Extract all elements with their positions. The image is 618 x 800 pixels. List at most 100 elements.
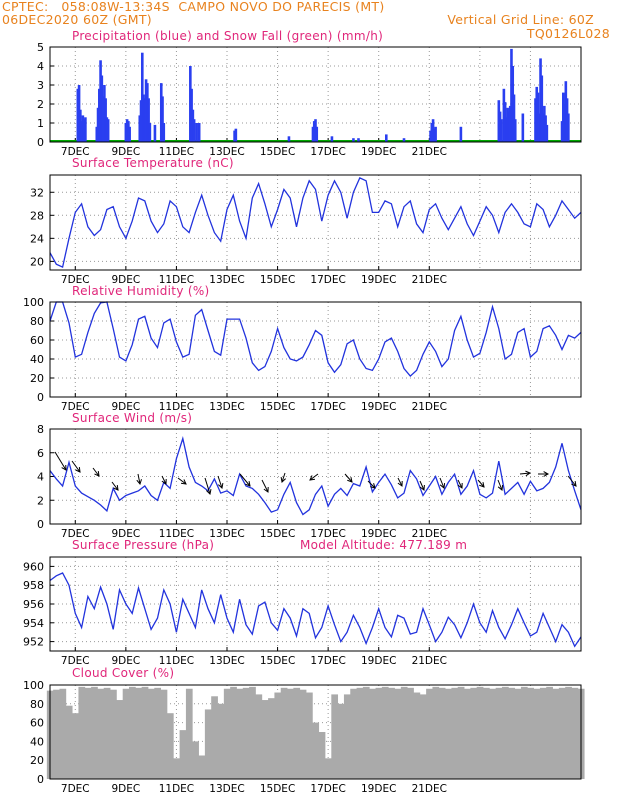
y-tick-label: 2 bbox=[37, 494, 44, 507]
precip-bar bbox=[153, 124, 157, 142]
cloud-cover-bar bbox=[483, 687, 490, 779]
cloud-cover-bar bbox=[217, 703, 225, 779]
cloud-cover-bar bbox=[84, 687, 92, 779]
x-tick-label: 21DEC bbox=[412, 401, 447, 413]
y-tick-label: 4 bbox=[37, 60, 44, 73]
y-tick-label: 80 bbox=[30, 315, 44, 328]
precip-bar bbox=[162, 123, 166, 142]
panel-title-wind: Surface Wind (m/s) bbox=[72, 411, 193, 425]
x-tick-label: 9DEC bbox=[111, 783, 140, 795]
precip-bar bbox=[192, 119, 196, 142]
plot-frame bbox=[49, 174, 582, 271]
y-tick-label: 952 bbox=[23, 636, 44, 649]
wind-arrow bbox=[281, 472, 286, 483]
x-tick-label: 21DEC bbox=[412, 274, 447, 286]
cloud-cover-bar bbox=[223, 688, 231, 779]
cloud-cover-bar bbox=[495, 687, 503, 779]
cloud-cover-bar bbox=[318, 732, 326, 779]
x-tick-label: 17DEC bbox=[310, 528, 345, 540]
wind-arrow bbox=[439, 477, 445, 489]
x-tick-label: 11DEC bbox=[159, 274, 194, 286]
precip-bar bbox=[357, 138, 360, 142]
x-tick-label: 21DEC bbox=[412, 146, 447, 158]
cloud-cover-bar bbox=[476, 686, 484, 779]
x-tick-label: 19DEC bbox=[361, 783, 396, 795]
x-tick-label: 11DEC bbox=[159, 401, 194, 413]
x-tick-label: 17DEC bbox=[310, 783, 345, 795]
x-tick-label: 15DEC bbox=[260, 655, 295, 667]
cloud-cover-bar bbox=[129, 686, 136, 779]
wind-arrow bbox=[367, 480, 376, 489]
y-tick-label: 60 bbox=[30, 334, 44, 347]
wind-arrow bbox=[54, 451, 67, 471]
cloud-cover-bar bbox=[249, 686, 256, 779]
precip-bar bbox=[352, 138, 355, 142]
x-tick-label: 7DEC bbox=[61, 655, 90, 667]
plot-frame bbox=[49, 301, 582, 398]
cloud-cover-bar bbox=[331, 694, 339, 779]
wind-arrow-head bbox=[263, 486, 269, 493]
vertical-grid-note: Vertical Grid Line: 60Z bbox=[447, 12, 594, 27]
cloud-cover-bar bbox=[426, 688, 433, 779]
cloud-cover-bar bbox=[53, 689, 60, 779]
x-tick-label: 13DEC bbox=[209, 401, 244, 413]
precip-bar bbox=[106, 119, 110, 142]
y-tick-label: 0 bbox=[37, 773, 44, 786]
precip-bar bbox=[512, 94, 516, 142]
cloud-cover-bar bbox=[508, 687, 516, 779]
wind-arrow bbox=[397, 477, 403, 487]
panel-title-cloud: Cloud Cover (%) bbox=[72, 666, 175, 680]
x-tick-label: 19DEC bbox=[361, 146, 396, 158]
x-tick-label: 11DEC bbox=[159, 146, 194, 158]
cloud-cover-bar bbox=[337, 703, 345, 779]
y-tick-label: 960 bbox=[23, 560, 44, 573]
cloud-cover-bar bbox=[381, 686, 389, 779]
plot-frame bbox=[49, 684, 582, 780]
x-tick-label: 9DEC bbox=[111, 655, 140, 667]
x-tick-label: 17DEC bbox=[310, 146, 345, 158]
x-tick-label: 19DEC bbox=[361, 528, 396, 540]
x-tick-label: 9DEC bbox=[111, 528, 140, 540]
cloud-cover-bar bbox=[160, 689, 168, 779]
wind-arrow-head bbox=[571, 480, 577, 487]
y-tick-label: 958 bbox=[23, 579, 44, 592]
precip-bar bbox=[128, 126, 131, 142]
wind-arrow-head bbox=[280, 476, 287, 483]
x-tick-label: 21DEC bbox=[412, 528, 447, 540]
x-tick-label: 13DEC bbox=[209, 655, 244, 667]
plot-frame bbox=[49, 46, 582, 143]
precip-bar bbox=[234, 128, 238, 142]
cloud-cover-bar bbox=[116, 700, 124, 779]
wind-arrow bbox=[137, 473, 141, 485]
x-tick-label: 7DEC bbox=[61, 274, 90, 286]
precip-bar bbox=[500, 119, 503, 142]
precip-bar bbox=[402, 138, 406, 142]
y-tick-label: 32 bbox=[30, 186, 44, 199]
y-tick-label: 0 bbox=[37, 518, 44, 531]
x-tick-label: 13DEC bbox=[209, 528, 244, 540]
x-tick-label: 21DEC bbox=[412, 783, 447, 795]
x-tick-label: 19DEC bbox=[361, 655, 396, 667]
cloud-cover-bar bbox=[154, 687, 162, 779]
cloud-cover-bar bbox=[464, 688, 471, 779]
wind-arrow-head bbox=[370, 483, 376, 489]
cloud-cover-bar bbox=[527, 687, 534, 779]
cloud-cover-bar bbox=[192, 741, 199, 779]
panel-title-precip: Precipitation (blue) and Snow Fall (gree… bbox=[72, 29, 384, 43]
precip-bar bbox=[434, 126, 437, 142]
y-tick-label: 24 bbox=[30, 232, 44, 245]
cloud-cover-bar bbox=[97, 688, 105, 779]
plot-frame bbox=[49, 556, 582, 652]
cloud-cover-bar bbox=[230, 686, 237, 779]
run-code: TQ0126L028 bbox=[526, 26, 610, 41]
y-tick-label: 40 bbox=[30, 353, 44, 366]
wind-arrow-head bbox=[113, 484, 119, 491]
wind-arrow bbox=[71, 460, 81, 473]
cloud-cover-bar bbox=[501, 686, 509, 779]
y-tick-label: 100 bbox=[23, 679, 44, 692]
cloud-cover-bar bbox=[287, 688, 294, 779]
cloud-cover-bar bbox=[356, 687, 364, 779]
cloud-cover-bar bbox=[204, 709, 212, 779]
cloud-cover-bar bbox=[242, 687, 250, 779]
precip-bar bbox=[330, 136, 334, 142]
